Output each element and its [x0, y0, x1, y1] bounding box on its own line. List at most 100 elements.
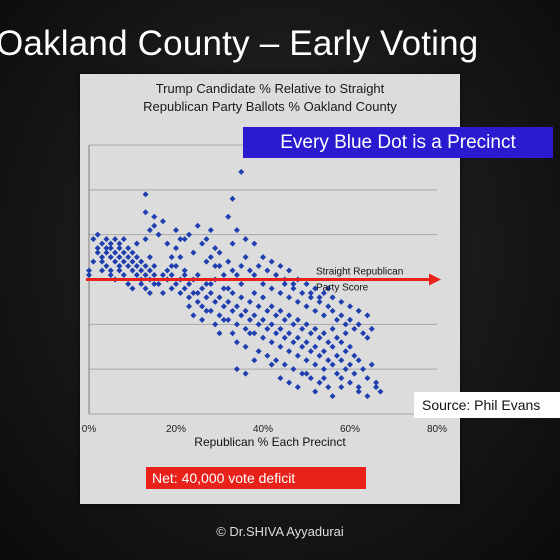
data-point [242, 254, 249, 261]
data-point [194, 298, 201, 305]
data-point [373, 384, 380, 391]
data-point [129, 267, 136, 274]
data-point [251, 330, 258, 337]
data-point [299, 325, 306, 332]
data-point [242, 370, 249, 377]
data-point [329, 393, 336, 400]
data-point [342, 330, 349, 337]
data-point [233, 366, 240, 373]
data-point [225, 258, 232, 265]
data-point [107, 272, 114, 279]
data-point [203, 294, 210, 301]
data-point [229, 307, 236, 314]
data-point [133, 263, 140, 270]
data-point [216, 312, 223, 319]
data-point [112, 249, 119, 256]
x-tick-label: 60% [340, 424, 360, 435]
data-point [281, 280, 288, 287]
data-point [203, 307, 210, 314]
data-point [238, 168, 245, 175]
data-point [246, 267, 253, 274]
data-point [107, 267, 114, 274]
data-point [112, 236, 119, 243]
data-point [312, 307, 319, 314]
data-point [320, 312, 327, 319]
data-point [116, 267, 123, 274]
data-point [151, 263, 158, 270]
credit-text: © Dr.SHIVA Ayyadurai [216, 524, 344, 539]
data-point [186, 280, 193, 287]
reference-label-line-1: Straight Republican [316, 267, 403, 278]
data-point [138, 280, 145, 287]
data-point [342, 366, 349, 373]
data-point [329, 294, 336, 301]
data-point [290, 366, 297, 373]
data-point [351, 325, 358, 332]
data-point [133, 240, 140, 247]
data-point [277, 263, 284, 270]
data-point [316, 379, 323, 386]
data-point [290, 321, 297, 328]
source-label: Source: Phil Evans [414, 392, 560, 418]
data-point [142, 209, 149, 216]
data-point [320, 375, 327, 382]
data-point [273, 272, 280, 279]
data-point [116, 254, 123, 261]
data-point [351, 370, 358, 377]
data-point [99, 258, 106, 265]
data-point [151, 280, 158, 287]
data-point [333, 352, 340, 359]
data-point [294, 334, 301, 341]
data-point [194, 222, 201, 229]
data-point [212, 321, 219, 328]
x-tick-label: 80% [427, 424, 447, 435]
data-point [90, 236, 97, 243]
data-point [103, 236, 110, 243]
data-point [238, 263, 245, 270]
data-point [207, 289, 214, 296]
data-point [173, 227, 179, 234]
data-point [260, 254, 266, 261]
data-point [307, 348, 314, 355]
data-point [320, 289, 327, 296]
data-point [347, 303, 353, 310]
data-point [338, 384, 345, 391]
data-point [277, 375, 284, 382]
data-point [264, 267, 271, 274]
data-point [181, 272, 188, 279]
data-point [299, 289, 306, 296]
data-point [290, 285, 297, 292]
data-point [116, 240, 123, 247]
data-point [290, 339, 297, 346]
data-point [355, 307, 362, 314]
data-point [125, 254, 132, 261]
data-point [238, 280, 245, 287]
data-point [312, 388, 319, 395]
data-point [325, 303, 332, 310]
data-point [133, 272, 140, 279]
data-point [164, 240, 171, 247]
data-point [120, 272, 127, 279]
data-point [146, 267, 153, 274]
data-point [290, 280, 297, 287]
chart-title-line-1: Trump Candidate % Relative to Straight [155, 81, 385, 96]
data-point [320, 348, 327, 355]
data-point [316, 294, 323, 301]
data-point [312, 325, 319, 332]
data-point [338, 357, 345, 364]
data-point [181, 236, 188, 243]
data-point [277, 289, 284, 296]
data-point [351, 352, 358, 359]
data-point [129, 258, 136, 265]
data-point [260, 334, 266, 341]
data-point [277, 307, 284, 314]
data-point [203, 280, 210, 287]
data-point [246, 298, 253, 305]
data-point [251, 312, 258, 319]
data-point [186, 303, 193, 310]
data-point [212, 245, 219, 252]
data-point [181, 267, 188, 274]
data-point [333, 334, 340, 341]
data-point [107, 254, 114, 261]
data-point [233, 227, 240, 234]
